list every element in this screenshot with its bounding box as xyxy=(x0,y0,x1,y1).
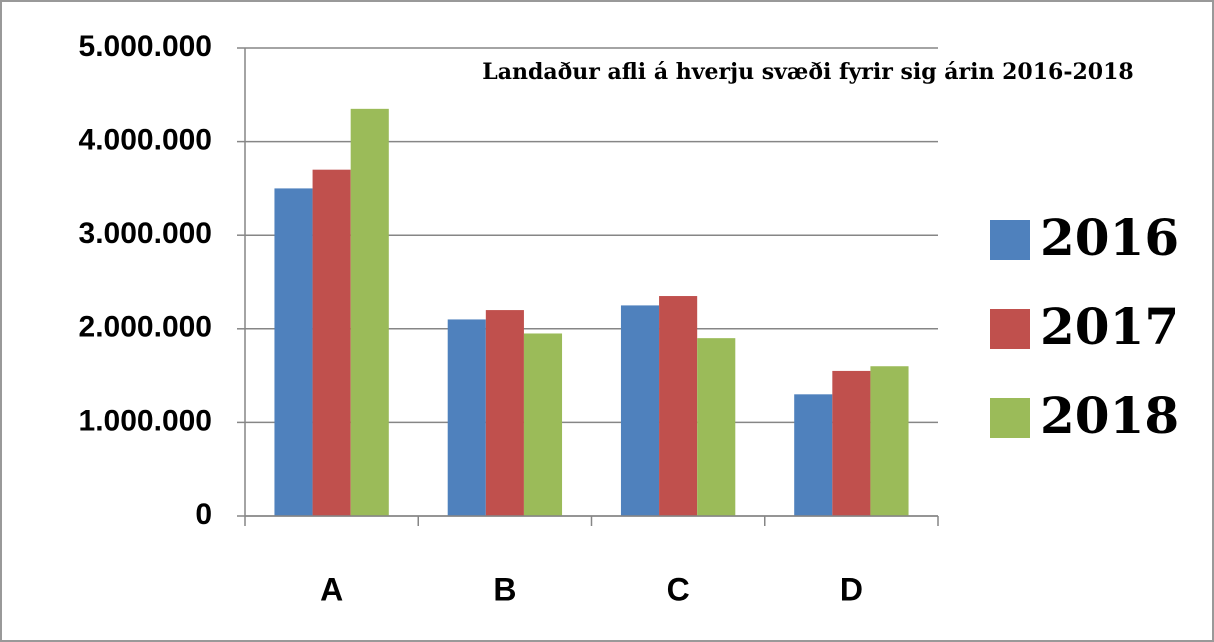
x-tick-label: B xyxy=(493,571,516,607)
chart-title: Landaður afli á hverju svæði fyrir sig á… xyxy=(482,59,1133,85)
bar xyxy=(832,370,871,516)
bar xyxy=(620,305,660,516)
bar xyxy=(274,188,313,516)
x-tick-label: D xyxy=(840,571,863,607)
bar xyxy=(697,338,736,516)
bar xyxy=(350,108,389,516)
y-tick-label: 0 xyxy=(195,498,212,531)
bar xyxy=(523,333,563,516)
y-tick-label: 5.000.000 xyxy=(79,30,212,63)
legend-swatch xyxy=(990,220,1030,260)
bar xyxy=(870,366,909,516)
y-tick-label: 1.000.000 xyxy=(79,404,212,437)
x-tick-label: A xyxy=(320,571,343,607)
legend-label: 2016 xyxy=(1040,208,1179,267)
y-tick-label: 2.000.000 xyxy=(79,311,212,344)
bar xyxy=(447,319,486,516)
legend-label: 2018 xyxy=(1040,386,1179,445)
x-tick-label: C xyxy=(667,571,690,607)
y-tick-label: 3.000.000 xyxy=(79,217,212,250)
bar xyxy=(659,296,698,516)
bar xyxy=(485,310,524,516)
bar xyxy=(794,394,833,516)
y-tick-label: 4.000.000 xyxy=(79,124,212,157)
legend-label: 2017 xyxy=(1040,297,1179,356)
legend-swatch xyxy=(990,309,1030,349)
legend-swatch xyxy=(990,398,1030,438)
bar xyxy=(312,169,351,516)
